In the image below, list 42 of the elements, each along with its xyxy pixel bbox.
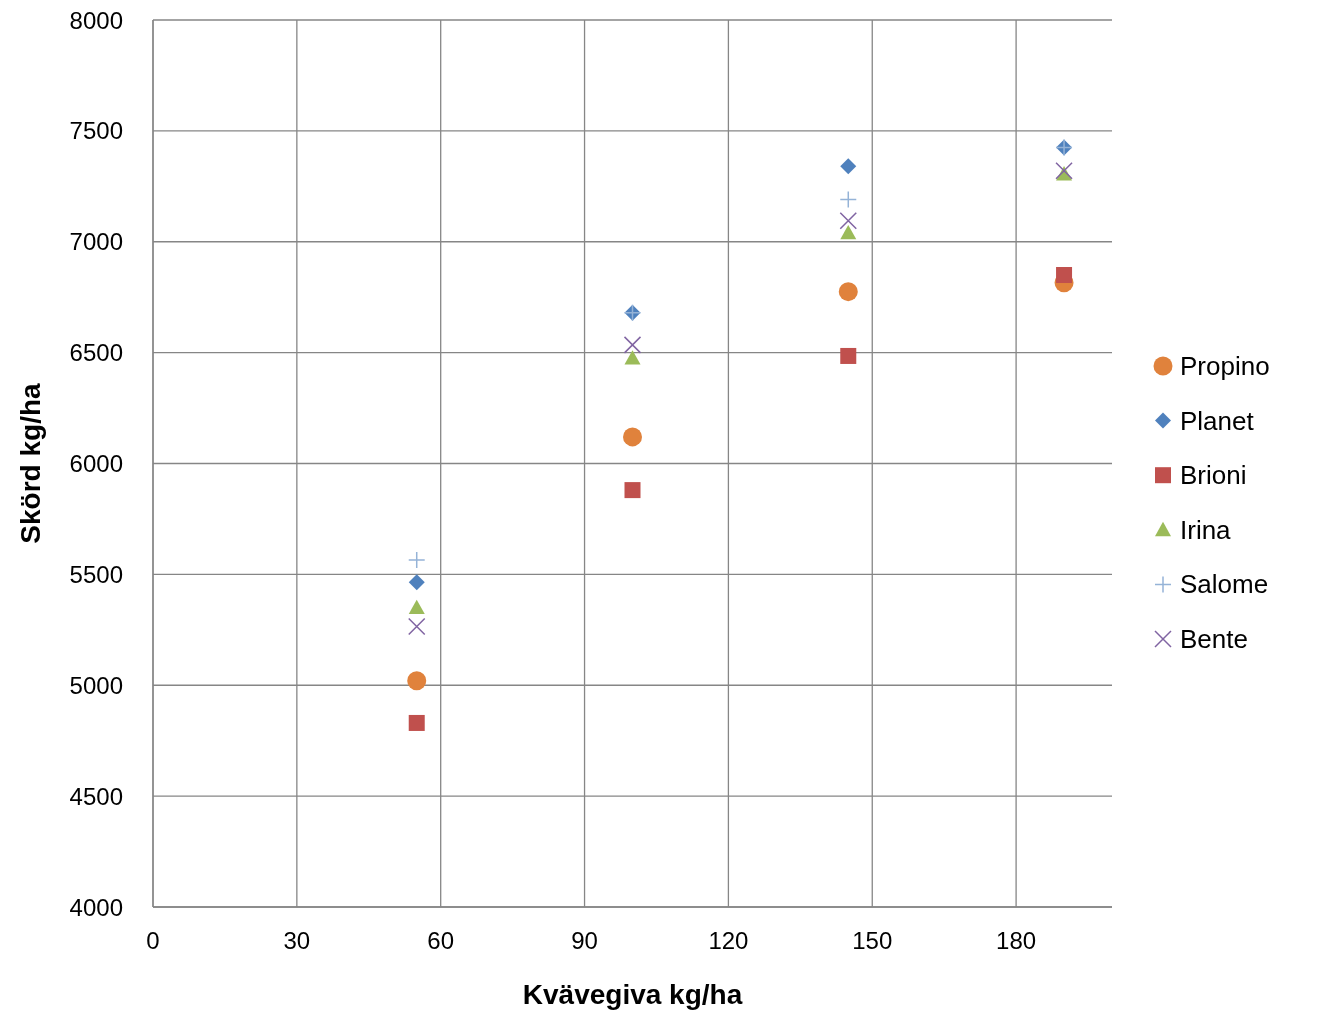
point (624, 350, 641, 365)
point (1055, 162, 1073, 180)
x-tick-label: 150 (852, 927, 893, 954)
y-tick-label: 8000 (69, 6, 123, 34)
x-axis-title: Kvävegiva kg/ha (522, 979, 743, 1010)
point (839, 190, 858, 209)
point (840, 347, 857, 364)
x-tick-label: 120 (708, 927, 749, 954)
x-tick-label: 0 (146, 927, 160, 954)
point (838, 282, 858, 302)
legend-label: Irina (1180, 514, 1232, 545)
legend-label: Bente (1180, 624, 1248, 654)
y-tick-label: 4000 (69, 893, 123, 921)
y-tick-label: 5000 (69, 671, 123, 699)
point (623, 336, 642, 354)
point (624, 482, 641, 499)
point (408, 714, 425, 731)
point (408, 574, 425, 591)
point (407, 671, 427, 691)
y-tick-label: 7000 (69, 228, 123, 256)
y-tick-label: 4500 (69, 782, 123, 810)
point (840, 158, 857, 175)
point (407, 617, 426, 636)
x-tick-label: 60 (427, 927, 455, 954)
point (407, 551, 426, 569)
y-tick-label: 7500 (69, 117, 123, 145)
y-tick-label: 5500 (69, 560, 123, 588)
y-tick-label: 6000 (69, 450, 123, 477)
x-tick-label: 90 (571, 927, 598, 954)
point (623, 427, 642, 447)
x-tick-label: 30 (283, 927, 311, 954)
y-tick-label: 6500 (69, 339, 123, 367)
legend-label: Brioni (1180, 460, 1247, 491)
legend-label: Planet (1180, 405, 1255, 436)
legend-label: Propino (1180, 351, 1270, 381)
x-tick-label: 180 (996, 927, 1037, 954)
y-axis-title: Skörd kg/ha (15, 382, 46, 544)
point (408, 599, 425, 615)
point (839, 211, 858, 230)
legend-label: Salome (1180, 569, 1269, 600)
point (840, 224, 857, 240)
point (1056, 267, 1073, 284)
